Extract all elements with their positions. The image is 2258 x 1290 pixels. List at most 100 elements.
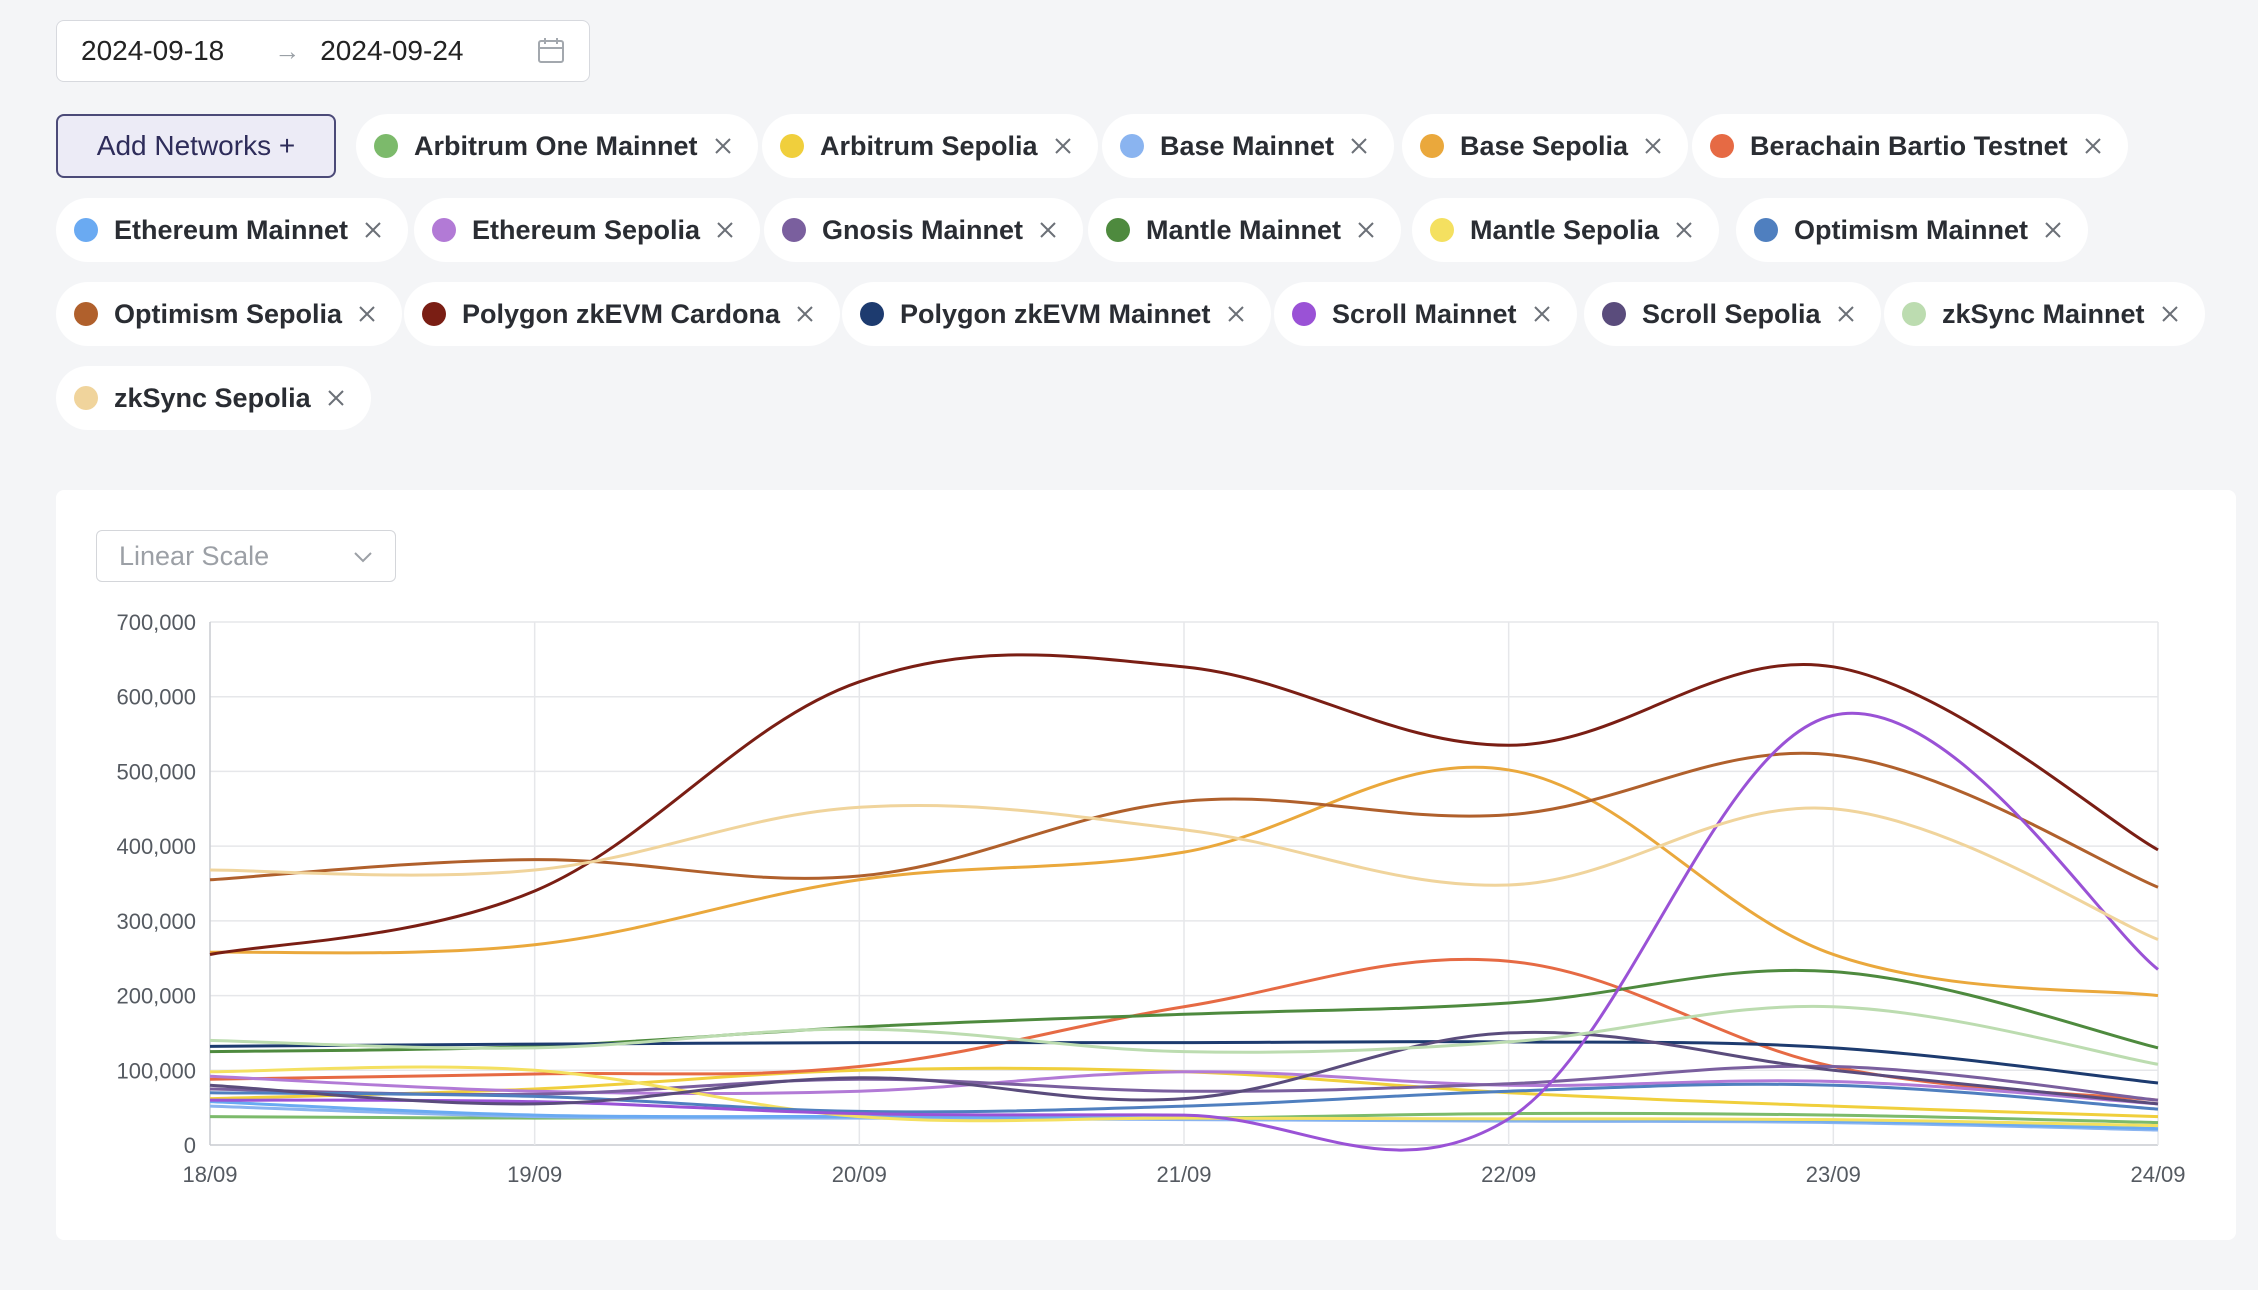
close-icon[interactable] [1227, 305, 1245, 323]
network-chip-label: Polygon zkEVM Mainnet [900, 298, 1211, 329]
network-chip-label: Arbitrum Sepolia [820, 130, 1038, 161]
close-icon[interactable] [2084, 137, 2102, 155]
close-icon[interactable] [358, 305, 376, 323]
chip-row-1: Add Networks + Arbitrum One Mainnet Arbi… [56, 114, 2206, 178]
network-chip[interactable]: Berachain Bartio Testnet [1692, 114, 2128, 178]
series-line-polygon-zkevm-cardona [209, 653, 2159, 956]
network-color-dot [432, 218, 456, 242]
network-chip[interactable]: Ethereum Sepolia [414, 198, 761, 262]
network-color-dot [1420, 134, 1444, 158]
series-line-scroll-mainnet [209, 711, 2159, 1152]
close-icon[interactable] [364, 221, 382, 239]
series-line-scroll-sepolia [209, 1030, 2159, 1106]
close-icon[interactable] [2161, 305, 2179, 323]
series-line-optimism-mainnet [209, 1082, 2159, 1114]
network-chip[interactable]: Mantle Mainnet [1088, 198, 1402, 262]
chevron-down-icon [354, 552, 372, 563]
network-chip-label: Mantle Mainnet [1146, 214, 1342, 245]
close-icon[interactable] [1837, 305, 1855, 323]
network-chip-label: Base Sepolia [1460, 130, 1629, 161]
network-chip[interactable]: zkSync Mainnet [1884, 282, 2205, 346]
close-icon[interactable] [1357, 221, 1375, 239]
network-chip[interactable]: Ethereum Mainnet [56, 198, 409, 262]
x-tick-label: 20/09 [832, 1162, 887, 1187]
end-date[interactable]: 2024-09-24 [320, 35, 464, 66]
series-line-gnosis-mainnet [209, 1064, 2159, 1102]
close-icon[interactable] [1675, 221, 1693, 239]
network-color-dot [1710, 134, 1734, 158]
network-chip[interactable]: Polygon zkEVM Mainnet [842, 282, 1271, 346]
network-chip-label: Scroll Mainnet [1332, 298, 1517, 329]
date-range-picker[interactable]: 2024-09-18 → 2024-09-24 [56, 20, 590, 82]
close-icon[interactable] [1054, 137, 1072, 155]
network-chip[interactable]: Arbitrum One Mainnet [356, 114, 758, 178]
y-tick-label: 500,000 [116, 759, 196, 784]
y-tick-label: 0 [184, 1133, 196, 1158]
network-chip-label: zkSync Sepolia [114, 382, 311, 413]
network-chip[interactable]: zkSync Sepolia [56, 366, 371, 430]
network-chip-label: Optimism Sepolia [114, 298, 343, 329]
network-color-dot [1902, 302, 1926, 326]
network-chip-label: Base Mainnet [1160, 130, 1335, 161]
network-color-dot [1602, 302, 1626, 326]
network-color-dot [1120, 134, 1144, 158]
network-color-dot [1754, 218, 1778, 242]
close-icon[interactable] [327, 389, 345, 407]
series-line-zksync-mainnet [209, 1004, 2159, 1066]
x-tick-label: 21/09 [1156, 1162, 1211, 1187]
line-chart: 0 100,000 200,000 300,000 400,000 500,000 600,… [116, 610, 2185, 1187]
y-tick-label: 600,000 [116, 685, 196, 710]
network-color-dot [1106, 218, 1130, 242]
network-chip[interactable]: Scroll Sepolia [1584, 282, 1881, 346]
series-line-optimism-sepolia [209, 751, 2159, 889]
series-line-polygon-zkevm-mainnet [209, 1040, 2159, 1085]
network-chip-label: Optimism Mainnet [1794, 214, 2029, 245]
network-chip-label: zkSync Mainnet [1942, 298, 2145, 329]
series-line-base-sepolia [209, 765, 2159, 998]
network-color-dot [74, 218, 98, 242]
network-color-dot [422, 302, 446, 326]
series-line-mantle-sepolia [209, 1065, 2159, 1128]
network-chip[interactable]: Polygon zkEVM Cardona [404, 282, 841, 346]
network-chip[interactable]: Base Sepolia [1402, 114, 1689, 178]
x-tick-label: 22/09 [1481, 1162, 1536, 1187]
close-icon[interactable] [796, 305, 814, 323]
close-icon[interactable] [1533, 305, 1551, 323]
close-icon[interactable] [1350, 137, 1368, 155]
close-icon[interactable] [716, 221, 734, 239]
close-icon[interactable] [1644, 137, 1662, 155]
network-chip[interactable]: Arbitrum Sepolia [762, 114, 1098, 178]
close-icon[interactable] [2044, 221, 2062, 239]
close-icon[interactable] [714, 137, 732, 155]
series-line-ethereum-sepolia [209, 1070, 2159, 1106]
x-tick-label: 24/09 [2130, 1162, 2185, 1187]
network-color-dot [782, 218, 806, 242]
scale-select[interactable]: Linear Scale [96, 530, 396, 582]
calendar-icon[interactable] [537, 37, 565, 65]
network-color-dot [1292, 302, 1316, 326]
series-line-zksync-sepolia [209, 803, 2159, 941]
network-color-dot [74, 386, 98, 410]
network-chip-label: Arbitrum One Mainnet [414, 130, 698, 161]
y-tick-label: 400,000 [116, 834, 196, 859]
x-tick-label: 23/09 [1806, 1162, 1861, 1187]
network-color-dot [860, 302, 884, 326]
network-chip-label: Mantle Sepolia [1470, 214, 1660, 245]
close-icon[interactable] [1039, 221, 1057, 239]
network-chip[interactable]: Mantle Sepolia [1412, 198, 1720, 262]
chip-row-2: Ethereum Mainnet Ethereum Sepolia Gnosis… [56, 198, 2206, 262]
network-chip[interactable]: Scroll Mainnet [1274, 282, 1577, 346]
network-chip[interactable]: Base Mainnet [1102, 114, 1395, 178]
network-chip-label: Ethereum Sepolia [472, 214, 701, 245]
network-chip-label: Ethereum Mainnet [114, 214, 349, 245]
scale-select-value: Linear Scale [119, 540, 270, 571]
network-chip-label: Berachain Bartio Testnet [1750, 130, 2068, 161]
y-tick-label: 100,000 [116, 1058, 196, 1083]
network-chip[interactable]: Optimism Mainnet [1736, 198, 2089, 262]
start-date[interactable]: 2024-09-18 [81, 35, 225, 66]
network-color-dot [780, 134, 804, 158]
network-chip[interactable]: Optimism Sepolia [56, 282, 403, 346]
add-networks-button[interactable]: Add Networks + [56, 114, 336, 178]
network-chip[interactable]: Gnosis Mainnet [764, 198, 1084, 262]
y-tick-label: 200,000 [116, 984, 196, 1009]
